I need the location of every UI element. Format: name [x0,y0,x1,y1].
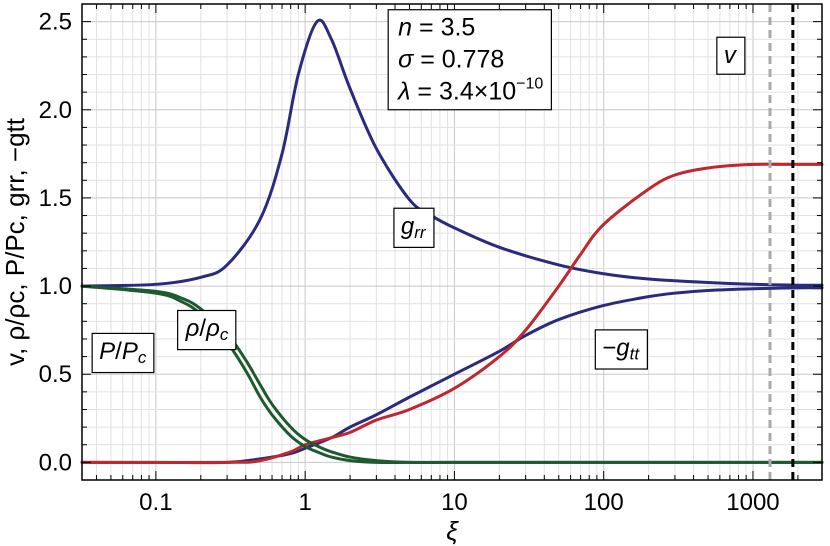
x-tick-label: 1000 [726,489,779,516]
series-label-box [91,332,155,374]
y-tick-label: 2.0 [39,97,72,124]
series-label: grr​ [393,207,435,248]
y-tick-label: 1.0 [39,273,72,300]
series-label-box [393,207,435,248]
parameter-line: σ = 0.778 [398,46,504,74]
y-tick-label: 1.5 [39,185,72,212]
x-tick-label: 10 [441,489,468,516]
series-label-text: P/Pc​ [99,338,147,367]
x-tick-label: 100 [584,489,624,516]
series-label-box [177,309,237,351]
series-label-text: grr​ [401,213,427,242]
vline-layer [768,4,795,480]
series-label-text: −gtt​ [602,335,640,364]
y-tick-label: 0.0 [39,449,72,476]
series-label-text: v [724,42,738,69]
y-tick-label: 0.5 [39,361,72,388]
parameter-line: n = 3.5 [398,14,475,42]
parameter-line: λ = 3.4×10−10 [396,76,543,106]
y-tick-label: 2.5 [39,9,72,36]
series-label-box [716,36,746,75]
series-label: v [716,36,746,75]
label-layer: grr​ −gtt​ v ρ/ρc​ P/Pc​ [91,36,746,374]
series-label: P/Pc​ [91,332,155,374]
series-layer [80,18,824,465]
series-line [80,162,824,464]
series-label-text: ρ/ρc​ [185,315,229,344]
x-tick-label: 0.1 [139,489,172,516]
y-axis-label: v, ρ/ρc, P/Pc, grr, −gtt [0,117,30,366]
series-label: −gtt​ [594,329,648,370]
series-line [80,18,824,288]
series-label: ρ/ρc​ [177,309,237,351]
parameters-box-frame [387,9,552,111]
x-tick-label: 1 [298,489,311,516]
grid [82,4,822,480]
x-axis-label: ξ [446,516,459,546]
ticks: 0.1 1 10 100 1000 0.0 0.5 1.0 1.5 2.0 2.5 [39,4,822,516]
plot-frame [81,3,823,481]
series-label-box [594,329,648,370]
series-line [80,286,824,465]
y-axis-label-wrap: v, ρ/ρc, P/Pc, grr, −gtt [0,117,30,366]
